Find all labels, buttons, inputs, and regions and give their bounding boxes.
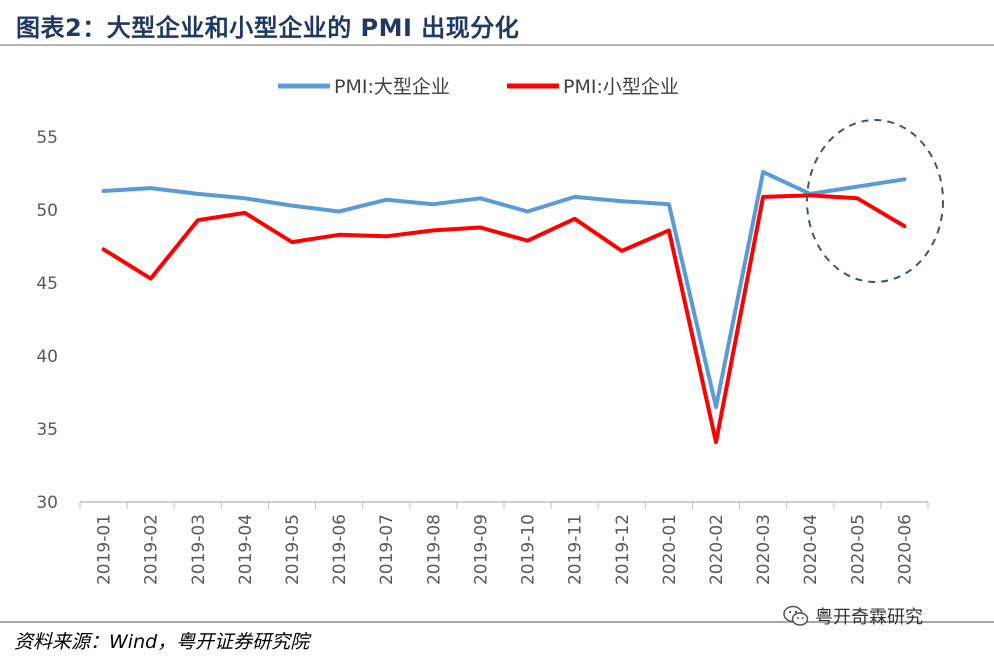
legend-label-small: PMI:小型企业 (563, 76, 679, 98)
x-tick-label: 2020-01 (660, 514, 680, 585)
y-tick-label: 45 (36, 274, 58, 294)
x-tick-label: 2019-11 (566, 514, 586, 585)
x-tick-label: 2019-04 (236, 514, 256, 585)
footer-divider (0, 621, 994, 623)
chart-title: 图表2：大型企业和小型企业的 PMI 出现分化 (16, 14, 520, 42)
x-tick-label: 2020-06 (895, 514, 915, 585)
series-line-small (101, 193, 907, 445)
x-tick-label: 2020-05 (848, 514, 868, 585)
highlight-ellipse (806, 119, 944, 283)
x-tick-label: 2019-06 (330, 514, 350, 585)
series-line-large (101, 170, 907, 410)
wechat-icon (783, 605, 809, 626)
chart-legend: PMI:大型企业 PMI:小型企业 (278, 76, 679, 98)
title-divider (0, 44, 994, 46)
x-tick-label: 2019-03 (189, 514, 209, 585)
source-note: 资料来源：Wind，粤开证券研究院 (14, 631, 310, 653)
x-tick-label: 2019-01 (95, 514, 115, 585)
x-tick-label: 2020-04 (801, 514, 821, 585)
y-tick-label: 30 (36, 493, 58, 513)
x-tick-label: 2020-02 (707, 514, 727, 585)
x-tick-label: 2019-10 (519, 514, 539, 585)
x-tick-label: 2019-05 (283, 514, 303, 585)
watermark: 粤开奇霖研究 (783, 603, 923, 629)
x-tick-label: 2019-09 (471, 514, 491, 585)
x-tick-label: 2019-02 (142, 514, 162, 585)
x-tick-label: 2020-03 (754, 514, 774, 585)
x-tick-label: 2019-08 (424, 514, 444, 585)
x-tick-label: 2019-07 (377, 514, 397, 585)
x-tick-label: 2019-12 (613, 514, 633, 585)
watermark-text: 粤开奇霖研究 (815, 607, 923, 628)
y-tick-label: 50 (36, 201, 58, 221)
y-tick-label: 40 (36, 347, 58, 367)
legend-label-large: PMI:大型企业 (334, 76, 450, 98)
y-tick-label: 35 (36, 420, 58, 440)
y-tick-label: 55 (36, 128, 58, 148)
